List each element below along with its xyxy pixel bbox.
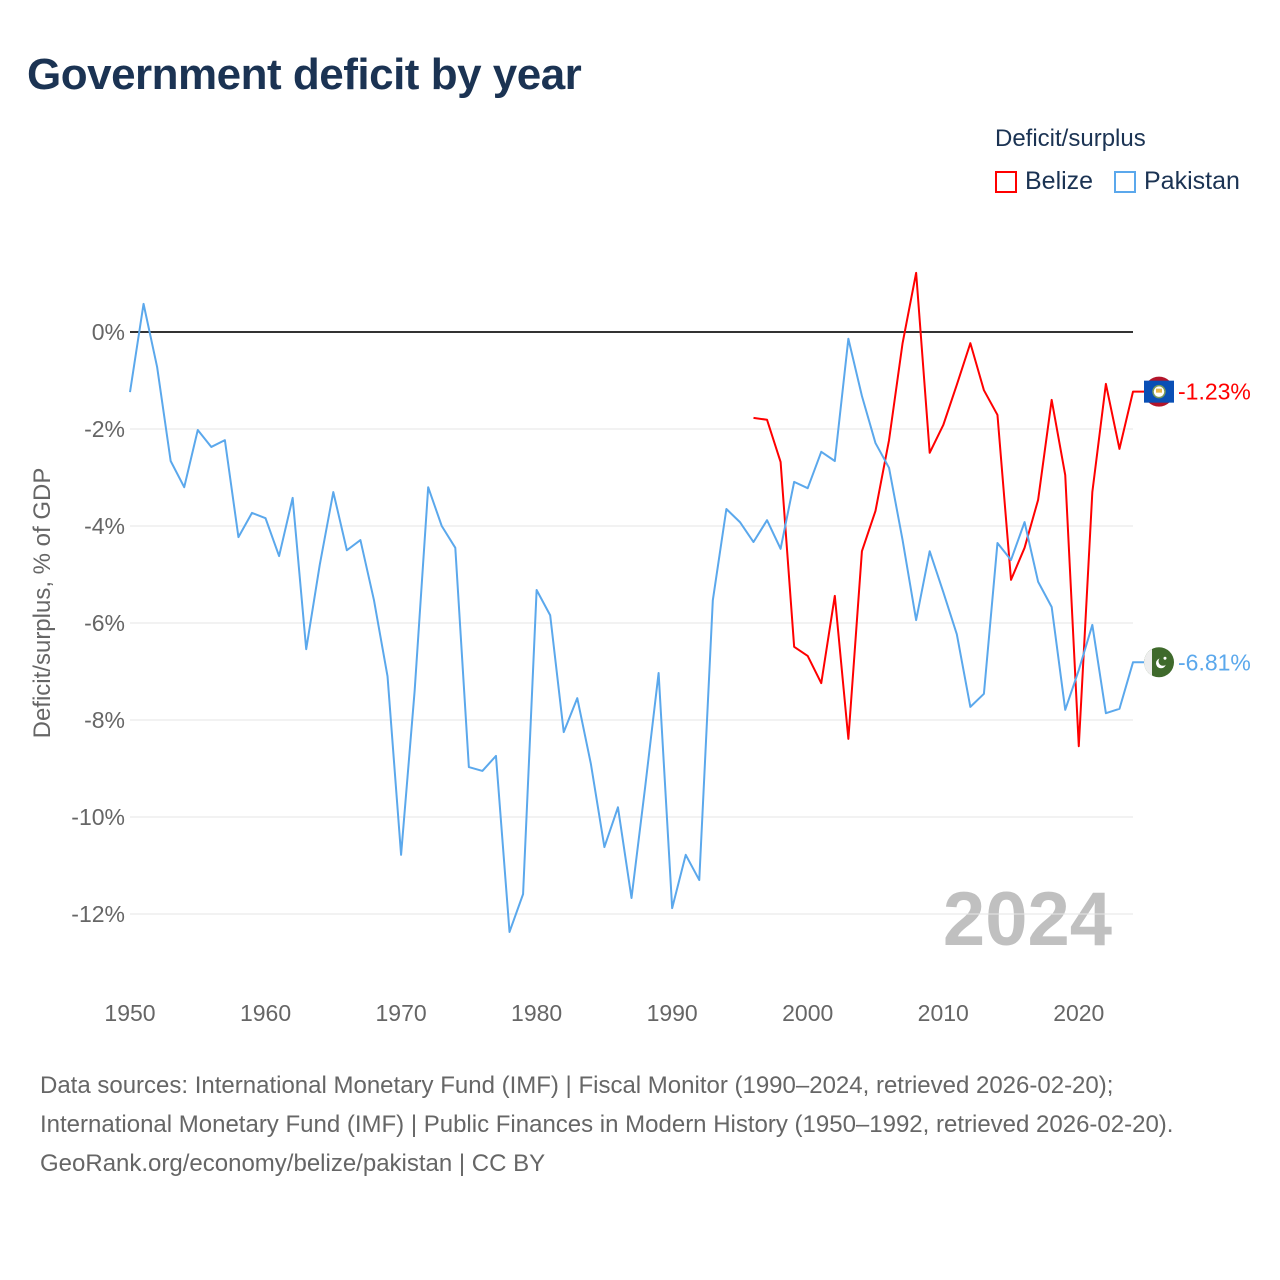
- flag-white-band: [1144, 648, 1152, 676]
- y-tick-label: -2%: [84, 416, 125, 442]
- x-tick-label: 1950: [104, 1000, 155, 1026]
- y-tick-label: -4%: [84, 513, 125, 539]
- x-tick-label: 1990: [647, 1000, 698, 1026]
- y-tick-label: -12%: [71, 901, 125, 927]
- flag-icon-belize: [1144, 376, 1174, 407]
- legend-label: Pakistan: [1144, 167, 1240, 195]
- y-tick-label: 0%: [92, 319, 125, 345]
- x-tick-label: 2010: [918, 1000, 969, 1026]
- end-value-label-pakistan: -6.81%: [1178, 649, 1251, 675]
- footer: Data sources: International Monetary Fun…: [40, 1066, 1240, 1183]
- y-tick-label: -10%: [71, 804, 125, 830]
- legend-swatch-belize: [995, 170, 1017, 193]
- line-chart: 2024 Deficit/surplus, % of GDP 0% -2% -4% -…: [29, 271, 1251, 1026]
- legend-item-pakistan[interactable]: Pakistan: [1114, 167, 1240, 196]
- legend-swatch-pakistan: [1114, 170, 1136, 193]
- y-axis-label: Deficit/surplus, % of GDP: [29, 468, 56, 739]
- chart-title: Government deficit by year: [27, 50, 582, 99]
- legend-label: Belize: [1025, 167, 1094, 195]
- y-tick-label: -8%: [84, 707, 125, 733]
- year-watermark: 2024: [943, 877, 1112, 962]
- flag-star: [1163, 656, 1167, 660]
- series-line-belize: [753, 271, 1158, 748]
- data-sources: Data sources: International Monetary Fun…: [40, 1072, 1174, 1138]
- y-tick-label: -6%: [84, 610, 125, 636]
- flag-icon-pakistan: [1144, 647, 1174, 678]
- legend-title: Deficit/surplus: [995, 125, 1146, 152]
- x-tick-label: 1960: [240, 1000, 291, 1026]
- x-tick-label: 2020: [1053, 1000, 1104, 1026]
- series-line-pakistan: [129, 302, 1158, 933]
- end-value-label-belize: -1.23%: [1178, 379, 1251, 405]
- legend-item-belize[interactable]: Belize: [995, 167, 1093, 196]
- x-tick-label: 2000: [782, 1000, 833, 1026]
- x-tick-label: 1980: [511, 1000, 562, 1026]
- x-tick-label: 1970: [375, 1000, 426, 1026]
- flag-emblem-shield: [1156, 388, 1162, 393]
- credit-link[interactable]: GeoRank.org/economy/belize/pakistan | CC…: [40, 1150, 546, 1177]
